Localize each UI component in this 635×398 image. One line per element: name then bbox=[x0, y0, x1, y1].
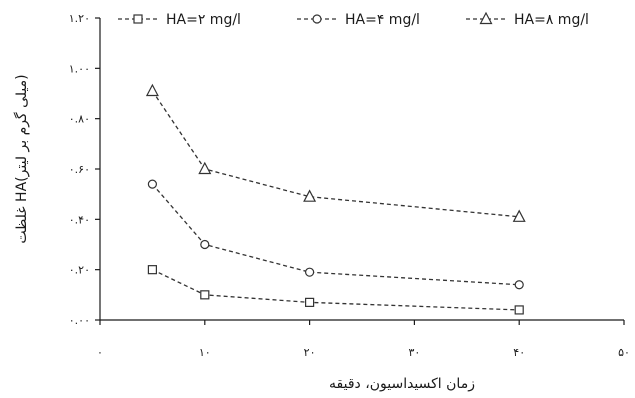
legend-item: HA=۲ mg/l bbox=[118, 12, 241, 28]
x-tick-label: ۰ bbox=[97, 346, 103, 359]
series-circle bbox=[147, 179, 524, 290]
x-tick-label: ۳۰ bbox=[408, 346, 420, 359]
legend-marker-triangle bbox=[479, 11, 493, 25]
data-point-triangle bbox=[303, 189, 317, 202]
data-point-circle bbox=[147, 179, 157, 189]
y-tick-label: ۱.۰۰ bbox=[69, 62, 90, 75]
y-ticks: ۰.۰۰ ۰.۲۰ ۰.۴۰ ۰.۶۰ ۰.۸۰ ۱.۰۰ ۱.۲۰ bbox=[69, 12, 100, 327]
legend-marker-square bbox=[133, 14, 143, 24]
series-line-circle bbox=[151, 183, 520, 286]
y-axis-title: غلظت HA(میلی گرم بر لیتر) bbox=[13, 74, 30, 243]
data-point-circle bbox=[514, 280, 524, 290]
legend-label: HA=۴ mg/l bbox=[345, 12, 420, 28]
y-tick-label: ۰.۲۰ bbox=[69, 264, 90, 277]
series-square bbox=[147, 265, 524, 315]
x-axis-title: زمان اکسیداسیون، دقیقه bbox=[329, 376, 475, 392]
x-ticks: ۰ ۱۰ ۲۰ ۳۰ ۴۰ ۵۰ bbox=[97, 320, 630, 359]
data-point-triangle bbox=[145, 83, 159, 97]
series-line-square bbox=[152, 269, 520, 311]
data-point-circle bbox=[200, 239, 210, 250]
x-tick-label: ۲۰ bbox=[304, 346, 316, 359]
y-tick-label: ۰.۸۰ bbox=[69, 113, 90, 126]
y-tick-label: ۱.۲۰ bbox=[69, 12, 90, 25]
series-triangle bbox=[145, 83, 526, 222]
series-line-triangle bbox=[151, 90, 520, 218]
legend-item: HA=۸ mg/l bbox=[466, 11, 589, 28]
legend-label: HA=۲ mg/l bbox=[166, 12, 241, 28]
x-tick-label: ۴۰ bbox=[513, 346, 525, 359]
x-tick-label: ۵۰ bbox=[618, 346, 630, 359]
data-point-square bbox=[200, 290, 210, 300]
data-point-triangle bbox=[198, 161, 212, 175]
series-group bbox=[145, 83, 526, 315]
y-tick-label: ۰.۶۰ bbox=[69, 163, 90, 176]
data-point-square bbox=[514, 305, 524, 315]
legend-marker-circle bbox=[312, 14, 322, 24]
data-point-square bbox=[305, 297, 315, 307]
data-point-circle bbox=[305, 267, 315, 277]
legend-label: HA=۸ mg/l bbox=[514, 12, 589, 28]
y-tick-label: ۰.۴۰ bbox=[69, 213, 90, 226]
data-point-triangle bbox=[512, 209, 526, 222]
x-tick-label: ۱۰ bbox=[199, 346, 211, 359]
y-tick-label: ۰.۰۰ bbox=[69, 314, 90, 327]
legend-item: HA=۴ mg/l bbox=[297, 12, 420, 28]
legend: HA=۲ mg/l HA=۴ mg/l HA=۸ mg/l bbox=[118, 11, 589, 28]
data-point-square bbox=[147, 265, 157, 275]
